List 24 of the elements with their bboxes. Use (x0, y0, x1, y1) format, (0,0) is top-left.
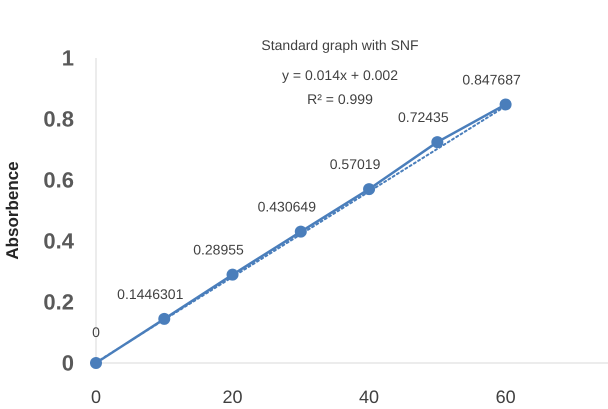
annotation: R² = 0.999 (307, 91, 374, 107)
data-label: 0.28955 (193, 242, 244, 258)
y-tick-label: 0.2 (43, 290, 74, 315)
x-tick-label: 0 (90, 387, 102, 407)
data-label: 0 (92, 324, 100, 340)
point (90, 357, 102, 369)
data-label: 0.57019 (330, 156, 381, 172)
data-label: 0.1446301 (117, 286, 184, 302)
point (431, 136, 444, 148)
y-tick-label: 1 (62, 46, 74, 71)
x-tick-label: 40 (359, 387, 380, 407)
y-tick-label: 0.6 (43, 168, 74, 193)
data-label: 0.430649 (258, 198, 316, 215)
y-tick-label: 0 (62, 350, 74, 376)
y-tick-label: 0.8 (43, 106, 74, 132)
data-label: 0.847687 (462, 71, 522, 88)
y-axis-title: Absorbence (3, 161, 22, 260)
data-label: 0.72435 (398, 109, 449, 126)
x-tick-label: 20 (222, 387, 243, 407)
x-tick-label: 60 (496, 387, 516, 407)
chart-title: Standard graph with SNF (261, 37, 419, 53)
y-tick-label: 0.4 (43, 228, 75, 254)
point (500, 98, 512, 110)
annotation: y = 0.014x + 0.002 (282, 67, 398, 83)
